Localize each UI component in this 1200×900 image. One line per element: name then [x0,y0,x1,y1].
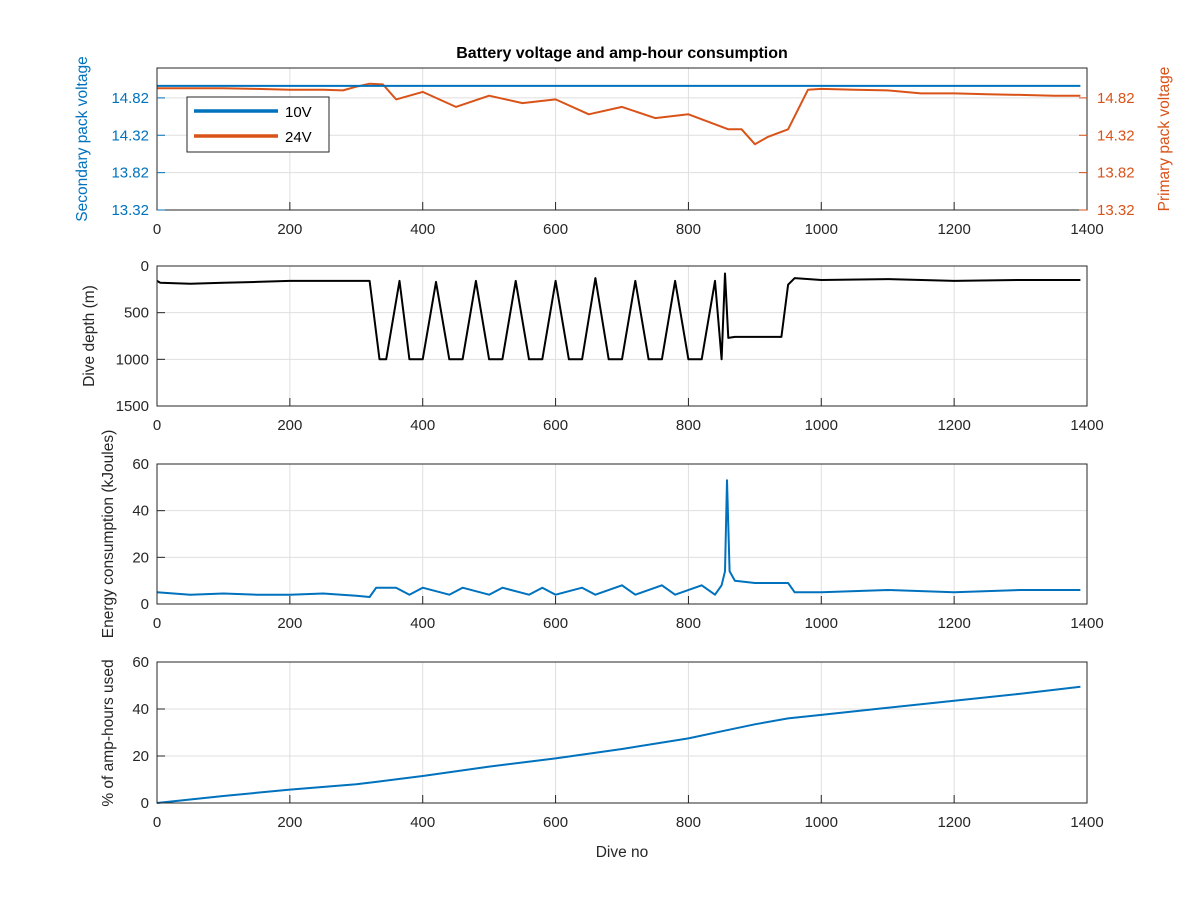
x-tick-label: 400 [410,221,435,238]
x-tick-label: 0 [153,417,161,434]
voltage-axes: 0 200 400 600 800 1000 1200 1400 13.32 13.82 14.3… [74,45,1173,238]
x-tick-label: 800 [676,615,701,632]
voltage-y-ticks-right: 13.32 13.82 14.32 14.82 [1079,90,1135,219]
energy-line [156,479,1081,598]
voltage-x-ticks: 0 200 400 600 800 1000 1200 1400 [153,202,1104,238]
energy-axes: 0 200 400 600 800 1000 1200 1400 0 20 40 60 Energy… [100,430,1104,639]
x-tick-label: 400 [410,814,435,831]
amphours-axes: 0 200 400 600 800 1000 1200 1400 0 20 40 60 % of a… [100,654,1104,861]
y-tick-label: 40 [132,701,149,718]
x-tick-label: 1000 [805,615,838,632]
legend-box [186,96,330,153]
depth-ylabel: Dive depth (m) [81,285,98,387]
x-tick-label: 1000 [805,221,838,238]
voltage-y-ticks-left: 13.32 13.82 14.32 14.82 [111,90,165,219]
voltage-legend: 10V 24V [186,96,330,153]
x-tick-label: 0 [153,221,161,238]
depth-x-ticks: 0 200 400 600 800 1000 1200 1400 [153,398,1104,434]
amphours-plot-area [157,662,1087,803]
x-tick-label: 400 [410,417,435,434]
x-tick-label: 1400 [1070,814,1103,831]
energy-series [156,479,1081,598]
depth-y-ticks: 0 500 1000 1500 [116,258,165,415]
depth-axes: 0 200 400 600 800 1000 1200 1400 0 500 1000 1500 D… [81,258,1104,434]
y-tick-label: 14.32 [111,127,149,144]
x-tick-label: 1000 [805,814,838,831]
amphours-ylabel: % of amp-hours used [100,659,117,806]
y-tick-label: 40 [132,503,149,520]
y-tick-label-right: 14.32 [1097,127,1135,144]
amphours-line [156,685,1081,804]
amphours-xlabel: Dive no [596,844,649,861]
energy-x-ticks: 0 200 400 600 800 1000 1200 1400 [153,596,1104,632]
x-tick-label: 0 [153,814,161,831]
x-tick-label: 800 [676,814,701,831]
x-tick-label: 400 [410,615,435,632]
voltage-axes-box [156,67,1088,211]
amphours-series [156,685,1081,804]
energy-ylabel: Energy consumption (kJoules) [100,430,117,639]
x-tick-label: 800 [676,417,701,434]
voltage-ylabel-left: Secondary pack voltage [74,56,91,221]
y-tick-label-right: 13.32 [1097,202,1135,219]
x-tick-label: 1200 [937,814,970,831]
y-tick-label: 0 [141,258,149,275]
x-tick-label: 1400 [1070,417,1103,434]
y-tick-label: 20 [132,748,149,765]
amphours-x-ticks: 0 200 400 600 800 1000 1200 1400 [153,795,1104,831]
energy-axes-box [156,463,1088,605]
voltage-ylabel-right: Primary pack voltage [1156,67,1173,212]
y-tick-label: 0 [141,596,149,613]
y-tick-label: 500 [124,305,149,322]
x-tick-label: 600 [543,615,568,632]
legend-label-10v: 10V [285,104,312,121]
y-tick-label: 1000 [116,351,149,368]
legend-label-24v: 24V [285,129,312,146]
x-tick-label: 200 [277,615,302,632]
y-tick-label: 0 [141,795,149,812]
y-tick-label: 1500 [116,398,149,415]
x-tick-label: 1200 [937,221,970,238]
amphours-axes-box [156,661,1088,804]
energy-plot-area [157,464,1087,604]
x-tick-label: 1200 [937,615,970,632]
x-tick-label: 600 [543,417,568,434]
x-tick-label: 600 [543,814,568,831]
x-tick-label: 800 [676,221,701,238]
x-tick-label: 600 [543,221,568,238]
series-24v-line [157,82,1081,146]
y-tick-label: 60 [132,654,149,671]
y-tick-label-right: 14.82 [1097,90,1135,107]
dive-depth-line [156,272,1081,361]
depth-series [156,272,1081,361]
voltage-series [157,82,1081,146]
x-tick-label: 1400 [1070,615,1103,632]
x-tick-label: 200 [277,814,302,831]
chart-title: Battery voltage and amp-hour consumption [456,45,788,62]
y-tick-label: 20 [132,549,149,566]
amphours-y-ticks: 0 20 40 60 [132,654,165,812]
x-tick-label: 200 [277,221,302,238]
depth-plot-area [157,266,1087,406]
x-tick-label: 0 [153,615,161,632]
y-tick-label: 13.82 [111,165,149,182]
y-tick-label: 60 [132,456,149,473]
y-tick-label: 14.82 [111,90,149,107]
x-tick-label: 1400 [1070,221,1103,238]
x-tick-label: 1200 [937,417,970,434]
energy-y-ticks: 0 20 40 60 [132,456,165,613]
y-tick-label: 13.32 [111,202,149,219]
x-tick-label: 1000 [805,417,838,434]
depth-axes-box [156,265,1088,407]
x-tick-label: 200 [277,417,302,434]
y-tick-label-right: 13.82 [1097,165,1135,182]
